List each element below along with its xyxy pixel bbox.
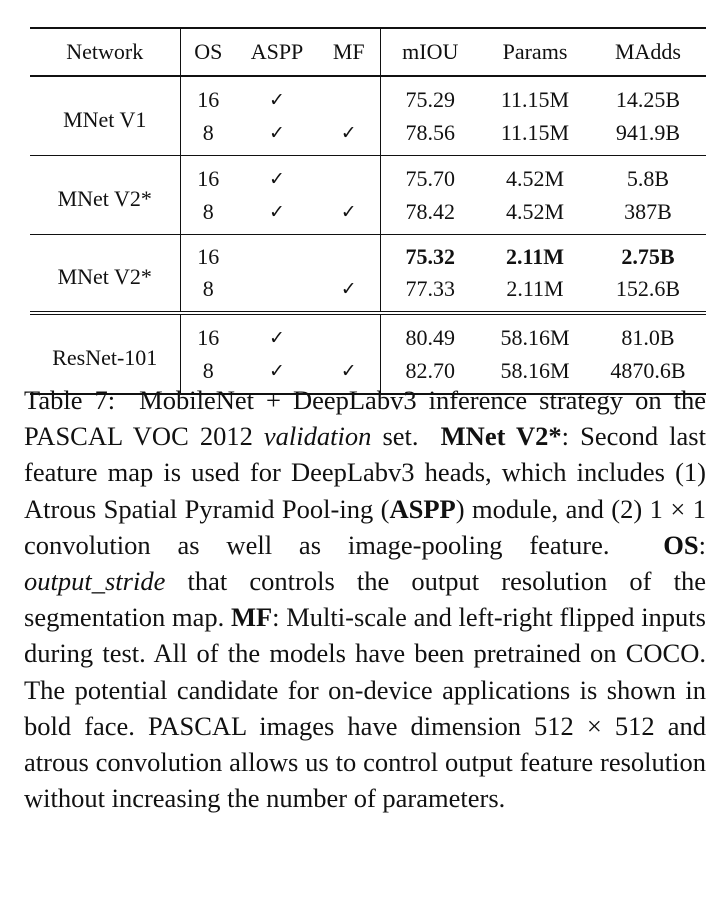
- check-icon: ✓: [269, 122, 285, 144]
- table-row: MNet V2* 16 75.32 2.11M 2.75B: [30, 234, 706, 313]
- madds-cell: 14.25B: [615, 87, 681, 112]
- madds-cell: 2.75B: [621, 244, 675, 269]
- table-row: 8 ✓ ✓ 78.42 4.52M 387B: [30, 195, 706, 235]
- madds-cell: 387B: [624, 199, 672, 224]
- mf-cell: [318, 76, 381, 116]
- mf-cell: [318, 155, 381, 195]
- col-header-mf: MF: [318, 27, 381, 77]
- os-cell: 8: [202, 276, 214, 301]
- mf-cell: ✓: [318, 354, 381, 394]
- table-row: 8 ✓ ✓ 78.56 11.15M 941.9B: [30, 116, 706, 156]
- os-cell: 16: [197, 244, 220, 269]
- params-cell: 2.11M: [506, 276, 564, 301]
- table-caption: Table 7: MobileNet + DeepLabv3 inference…: [24, 382, 706, 816]
- aspp-cell: ✓: [236, 116, 318, 156]
- check-icon: ✓: [340, 201, 357, 223]
- mf-cell: ✓: [318, 195, 381, 235]
- table-group-resnet-101: ResNet-101 16 ✓ 80.49 58.16M 81.0B 8 ✓ ✓…: [30, 313, 706, 394]
- caption-mf-desc: : Multi-scale and left-right flipped inp…: [24, 602, 706, 814]
- miou-cell: 78.56: [405, 120, 456, 145]
- table-group-mnet-v2-no-aspp: MNet V2* 16 75.32 2.11M 2.75B 8 ✓ 77.33 …: [30, 234, 706, 313]
- table-row: MNet V1 16 ✓ 75.29 11.15M 14.25B: [30, 76, 706, 156]
- aspp-cell: ✓: [236, 354, 318, 394]
- results-table: Network OS ASPP MF mIOU Params MAdds MNe…: [30, 27, 706, 395]
- check-icon: ✓: [269, 168, 285, 190]
- madds-cell: 941.9B: [615, 120, 681, 145]
- table-group-mnet-v1: MNet V1 16 ✓ 75.29 11.15M 14.25B 8 ✓ ✓ 7…: [30, 76, 706, 156]
- os-cell: 16: [197, 87, 220, 112]
- caption-mf-term: MF: [230, 602, 273, 633]
- caption-mnet-term: MNet V2*: [440, 421, 562, 452]
- aspp-cell: [236, 272, 318, 313]
- table-row: 8 ✓ 77.33 2.11M 152.6B: [30, 272, 706, 313]
- check-icon: ✓: [269, 327, 285, 349]
- caption-intro: MobileNet + DeepLabv3 inference strategy…: [24, 385, 706, 452]
- network-cell: ResNet-101: [30, 313, 181, 394]
- caption-validation-term: validation: [263, 421, 372, 452]
- mf-cell: [318, 234, 381, 272]
- aspp-cell: ✓: [236, 195, 318, 235]
- caption-mnet-desc: : Second last feature map is used for De…: [24, 421, 706, 524]
- network-cell: MNet V2*: [30, 155, 181, 235]
- aspp-cell: ✓: [236, 76, 318, 116]
- os-cell: 16: [197, 325, 220, 350]
- os-cell: 8: [202, 199, 214, 224]
- miou-cell: 77.33: [405, 276, 456, 301]
- col-header-madds: MAdds: [590, 27, 706, 77]
- caption-intro-end: set.: [382, 421, 419, 452]
- params-cell: 11.15M: [500, 120, 570, 145]
- check-icon: ✓: [340, 122, 357, 144]
- aspp-cell: ✓: [236, 313, 318, 354]
- col-header-params: Params: [480, 27, 590, 77]
- miou-cell: 80.49: [405, 325, 456, 350]
- madds-cell: 5.8B: [626, 166, 670, 191]
- caption-os-term: OS: [663, 529, 699, 560]
- check-icon: ✓: [340, 278, 357, 300]
- mf-cell: [318, 313, 381, 354]
- col-header-os: OS: [180, 27, 236, 77]
- caption-os-desc: that con­trols the output resolution of …: [24, 566, 707, 633]
- params-cell: 2.11M: [505, 244, 565, 269]
- caption-mnet-desc-end: ) module, and (2) 1 × 1 convolution as w…: [24, 493, 706, 560]
- params-cell: 4.52M: [505, 166, 565, 191]
- os-cell: 8: [202, 120, 214, 145]
- table-row: MNet V2* 16 ✓ 75.70 4.52M 5.8B: [30, 155, 706, 235]
- results-table-container: Network OS ASPP MF mIOU Params MAdds MNe…: [30, 27, 706, 395]
- col-header-aspp: ASPP: [236, 27, 318, 77]
- miou-cell: 78.42: [405, 199, 456, 224]
- mf-cell: ✓: [318, 116, 381, 156]
- caption-aspp-term: ASPP: [389, 493, 456, 524]
- miou-cell: 75.29: [405, 87, 456, 112]
- miou-cell: 75.70: [405, 166, 456, 191]
- col-header-miou: mIOU: [380, 27, 480, 77]
- check-icon: ✓: [269, 201, 285, 223]
- table-row: 8 ✓ ✓ 82.70 58.16M 4870.6B: [30, 354, 706, 394]
- table-group-mnet-v2-aspp: MNet V2* 16 ✓ 75.70 4.52M 5.8B 8 ✓ ✓ 78.…: [30, 155, 706, 235]
- madds-cell: 4870.6B: [610, 358, 686, 383]
- params-cell: 11.15M: [500, 87, 570, 112]
- check-icon: ✓: [269, 89, 285, 111]
- params-cell: 58.16M: [500, 325, 570, 350]
- mf-cell: ✓: [318, 272, 381, 313]
- caption-output-stride-term: output_stride: [24, 566, 166, 597]
- table-header: Network OS ASPP MF mIOU Params MAdds: [30, 27, 706, 77]
- caption-label: Table 7:: [24, 385, 116, 415]
- check-icon: ✓: [269, 360, 285, 382]
- os-cell: 16: [197, 166, 220, 191]
- table-row: ResNet-101 16 ✓ 80.49 58.16M 81.0B: [30, 313, 706, 394]
- network-cell: MNet V2*: [30, 234, 181, 313]
- network-cell: MNet V1: [30, 76, 181, 156]
- params-cell: 4.52M: [505, 199, 565, 224]
- caption-os-colon: :: [698, 529, 706, 560]
- aspp-cell: ✓: [236, 156, 318, 196]
- col-header-network: Network: [30, 27, 181, 77]
- params-cell: 58.16M: [500, 358, 570, 383]
- miou-cell: 82.70: [405, 358, 456, 383]
- madds-cell: 152.6B: [615, 276, 681, 301]
- miou-cell: 75.32: [405, 244, 456, 269]
- aspp-cell: [236, 235, 318, 273]
- os-cell: 8: [202, 358, 214, 383]
- madds-cell: 81.0B: [621, 325, 675, 350]
- check-icon: ✓: [340, 360, 357, 382]
